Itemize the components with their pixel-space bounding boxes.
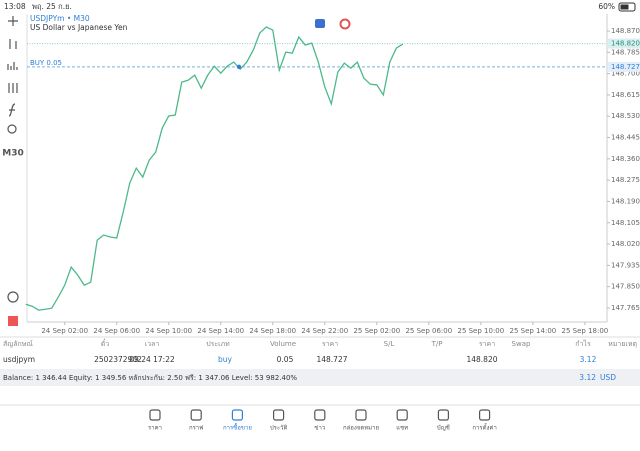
objects-icon[interactable] (7, 124, 17, 134)
chart: USDJPYm • M30 US Dollar vs Japanese Yen … (25, 14, 640, 335)
y-tick-label: 148.020 (611, 240, 640, 248)
y-tick-label: 148.190 (611, 197, 640, 205)
summary-text: Balance: 1 346.44 Equity: 1 349.56 หลักป… (3, 374, 297, 382)
nav-icon (273, 409, 285, 421)
y-tick-label: 148.275 (611, 176, 640, 184)
x-tick-label: 25 Sep 18:00 (562, 327, 609, 335)
nav-icon (396, 409, 408, 421)
cell-symbol[interactable]: usdjpym (3, 355, 35, 364)
y-tick-label: 148.785 (611, 48, 640, 56)
buy-label: BUY 0.05 (30, 59, 62, 67)
x-tick-label: 24 Sep 18:00 (249, 327, 296, 335)
nav-icon (314, 409, 326, 421)
trade-icon[interactable] (8, 316, 18, 326)
one-click-sell[interactable] (315, 19, 325, 28)
x-tick-label: 25 Sep 02:00 (353, 327, 400, 335)
nav-icon (355, 409, 367, 421)
column-header: ราคา (322, 340, 338, 348)
column-header: S/L (384, 340, 395, 348)
column-header: หมายเหตุ (608, 340, 637, 348)
y-tick-label: 147.935 (611, 261, 640, 269)
positions-table: Balance: 1 346.44 Equity: 1 349.56 หลักป… (0, 336, 640, 432)
cell-price: 148.727 (316, 355, 347, 364)
chart-title: USDJPYm • M30 (30, 14, 90, 23)
column-header: Volume (270, 340, 296, 348)
nav-icon (149, 409, 161, 421)
zoom-icon[interactable] (7, 291, 19, 303)
summary-profit: 3.12 (579, 373, 596, 382)
nav-tab[interactable]: ราคา (148, 425, 162, 432)
one-click-buy[interactable] (339, 18, 351, 30)
column-header: T/P (431, 340, 443, 348)
x-tick-label: 24 Sep 06:00 (93, 327, 140, 335)
nav-tab[interactable]: แชท (396, 425, 408, 432)
column-header: เวลา (145, 340, 160, 348)
x-tick-label: 25 Sep 10:00 (457, 327, 504, 335)
status-battery: 60% (598, 2, 615, 11)
battery-level (620, 4, 629, 10)
entry-marker (236, 64, 242, 70)
summary-currency: USD (600, 373, 616, 382)
nav-icon (479, 409, 491, 421)
nav-tab[interactable]: การตั้งค่า (472, 422, 496, 432)
column-header: สัญลักษณ์ (3, 340, 33, 348)
cell-time: 09.24 17:22 (129, 355, 175, 364)
x-tick-label: 25 Sep 14:00 (510, 327, 557, 335)
cell-profit: 3.12 (580, 355, 597, 364)
left-toolbar: M30 (2, 16, 24, 326)
y-tick-label: 148.360 (611, 155, 640, 163)
bars-icon[interactable] (7, 62, 18, 70)
candle-icon[interactable] (9, 39, 17, 49)
indicators-icon[interactable] (8, 83, 18, 93)
x-tick-label: 24 Sep 02:00 (41, 327, 88, 335)
cell-volume: 0.05 (277, 355, 294, 364)
nav-icon (190, 409, 202, 421)
cell-ticket: 2502372902 (94, 355, 142, 364)
buy-price-box (608, 61, 640, 72)
x-tick-label: 24 Sep 22:00 (301, 327, 348, 335)
nav-tab[interactable]: กราฟ (189, 425, 203, 432)
column-header: กำไร (575, 339, 591, 348)
crosshair-icon[interactable] (8, 16, 18, 26)
column-header: ประเภท (206, 340, 230, 348)
nav-tab[interactable]: ประวัติ (270, 425, 288, 432)
y-tick-label: 147.850 (611, 283, 640, 291)
bid-label-box (608, 38, 640, 49)
y-tick-label: 148.870 (611, 27, 640, 35)
column-header: Swap (512, 340, 531, 348)
cell-current-price: 148.820 (466, 355, 497, 364)
status-time: 13:08 (4, 2, 26, 11)
y-tick-label: 148.700 (611, 70, 640, 78)
y-tick-label: 148.445 (611, 134, 640, 142)
buy-price-label: 148.727 (611, 63, 640, 71)
function-icon[interactable] (8, 103, 16, 117)
y-tick-label: 148.105 (611, 219, 640, 227)
column-header: ตั๋ว (101, 339, 110, 348)
nav-tab[interactable]: การซื้อขาย (223, 422, 252, 432)
y-tick-label: 148.530 (611, 112, 640, 120)
column-header: ราคา (479, 340, 495, 348)
x-tick-label: 24 Sep 10:00 (145, 327, 192, 335)
x-tick-label: 25 Sep 06:00 (405, 327, 452, 335)
price-line (25, 26, 404, 311)
nav-icon (231, 409, 243, 421)
status-date: พฤ. 25 ก.ย. (32, 2, 72, 11)
nav-tab[interactable]: ข่าว (314, 425, 325, 432)
chart-subtitle: US Dollar vs Japanese Yen (30, 23, 128, 32)
bid-label: 148.820 (611, 40, 640, 48)
y-tick-label: 148.615 (611, 91, 640, 99)
summary-row (0, 369, 640, 386)
battery-icon (618, 2, 636, 12)
timeframe[interactable]: M30 (2, 149, 23, 159)
nav-icon (437, 409, 449, 421)
cell-type: buy (218, 355, 233, 364)
x-tick-label: 24 Sep 14:00 (197, 327, 244, 335)
y-tick-label: 147.765 (611, 304, 640, 312)
nav-tab[interactable]: บัญชี (437, 424, 450, 432)
nav-tab[interactable]: กล่องจดหมาย (343, 425, 379, 432)
